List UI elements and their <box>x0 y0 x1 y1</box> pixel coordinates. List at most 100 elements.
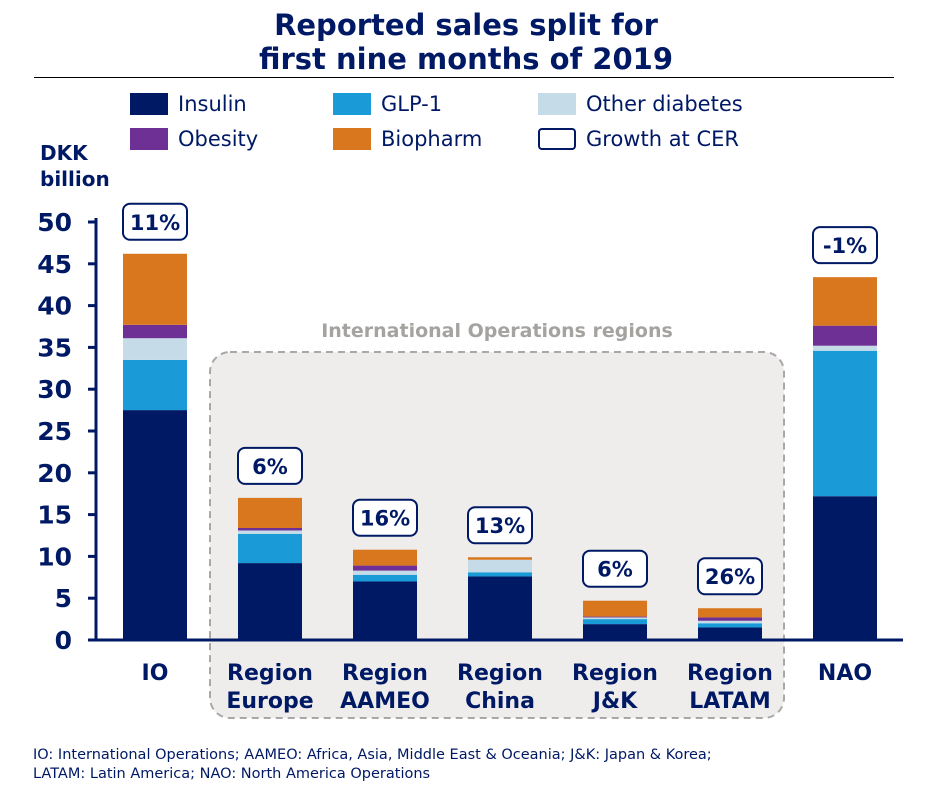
bar-segment-biopharm <box>353 549 417 566</box>
bar-segment-insulin <box>583 624 647 640</box>
bar-segment-obesity <box>353 565 417 571</box>
bar-segment-other-diabetes <box>123 338 187 360</box>
x-category-label: IO <box>142 661 169 686</box>
legend-swatch <box>130 128 168 150</box>
y-tick-label: 10 <box>37 542 72 571</box>
growth-badge <box>812 226 878 265</box>
growth-label: -1% <box>823 234 867 258</box>
bar-segment-insulin <box>238 563 302 640</box>
title-line-1: Reported sales split for <box>274 8 658 42</box>
y-tick-label: 35 <box>37 333 72 362</box>
x-category-label: Region <box>457 661 543 686</box>
growth-badge <box>467 506 533 545</box>
growth-label: 11% <box>130 211 180 235</box>
x-category-label: Region <box>342 661 428 686</box>
legend-swatch <box>538 128 576 150</box>
legend-label: Biopharm <box>381 127 483 151</box>
y-tick-label: 20 <box>37 459 72 488</box>
y-tick-label: 40 <box>37 292 72 321</box>
legend-item-glp-1: GLP-1 <box>333 92 442 116</box>
bar-segment-biopharm <box>238 497 302 528</box>
chart-title: Reported sales split for first nine mont… <box>0 8 932 76</box>
bar-segment-glp-1 <box>238 533 302 564</box>
y-tick-label: 25 <box>37 417 72 446</box>
x-category-label: Region <box>687 661 773 686</box>
bar-segment-glp-1 <box>813 350 877 497</box>
legend-label: GLP-1 <box>381 92 443 116</box>
growth-label: 26% <box>705 565 755 589</box>
legend-label: Obesity <box>178 127 259 151</box>
x-category-label: Region <box>227 661 313 686</box>
legend-swatch <box>333 93 371 115</box>
growth-label: 6% <box>597 558 633 582</box>
unit-line-2: billion <box>40 167 110 191</box>
y-axis-unit-label: DKK billion <box>40 140 110 192</box>
bar-segment-glp-1 <box>698 623 762 628</box>
chart-canvas: International Operations regions 0 5 10 15 20… <box>37 202 903 719</box>
bar-segment-obesity <box>813 325 877 346</box>
legend-label: Insulin <box>178 92 247 116</box>
bar-segment-other-diabetes <box>238 530 302 534</box>
bar-segment-other-diabetes <box>353 570 417 575</box>
x-category-label: J&K <box>591 689 638 714</box>
bar-segment-insulin <box>468 576 532 640</box>
legend-label: Growth at CER <box>586 127 739 151</box>
region-group-label: International Operations regions <box>321 320 673 342</box>
bar-segment-glp-1 <box>468 572 532 577</box>
title-divider <box>34 77 894 78</box>
y-tick-label: 30 <box>37 375 72 404</box>
title-line-2: first nine months of 2019 <box>258 42 673 76</box>
unit-line-1: DKK <box>40 141 88 165</box>
bar-segment-glp-1 <box>583 619 647 625</box>
bar-segment-other-diabetes <box>583 617 647 620</box>
bar-segment-insulin <box>353 581 417 640</box>
y-tick-label: 5 <box>55 584 72 613</box>
legend-item-growth-at-cer: Growth at CER <box>538 127 739 151</box>
footnote-line-2: LATAM: Latin America; NAO: North America… <box>33 766 431 782</box>
bar-segment-biopharm <box>698 608 762 618</box>
y-tick-label: 50 <box>37 208 72 237</box>
legend-swatch <box>333 128 371 150</box>
legend-item-insulin: Insulin <box>130 92 247 116</box>
bar-segment-biopharm <box>468 557 532 560</box>
bar-segment-obesity <box>123 324 187 339</box>
legend-item-other-diabetes: Other diabetes <box>538 92 743 116</box>
legend-label: Other diabetes <box>586 92 743 116</box>
growth-label: 16% <box>360 507 410 531</box>
bar-segment-insulin <box>698 627 762 640</box>
bar-segment-biopharm <box>583 600 647 617</box>
growth-badge <box>352 498 418 537</box>
bar-segment-insulin <box>123 410 187 640</box>
growth-badge <box>582 549 648 588</box>
legend-item-obesity: Obesity <box>130 127 258 151</box>
footnote-line-1: IO: International Operations; AAMEO: Afr… <box>33 747 712 763</box>
x-category-label: LATAM <box>689 689 771 714</box>
growth-badge <box>697 557 763 596</box>
growth-label: 6% <box>252 455 288 479</box>
y-tick-label: 0 <box>55 626 72 655</box>
bar-segment-insulin <box>813 496 877 640</box>
y-tick-label: 15 <box>37 501 72 530</box>
growth-badge <box>122 202 188 241</box>
legend-item-biopharm: Biopharm <box>333 127 482 151</box>
bar-segment-biopharm <box>123 253 187 325</box>
legend-swatch <box>130 93 168 115</box>
bar-segment-glp-1 <box>353 574 417 582</box>
bar-segment-glp-1 <box>123 359 187 411</box>
footnote: IO: International Operations; AAMEO: Afr… <box>33 746 913 784</box>
growth-label: 13% <box>475 514 525 538</box>
bar-segment-obesity <box>238 527 302 531</box>
bar-segment-obesity <box>698 617 762 621</box>
y-tick-label: 45 <box>37 250 72 279</box>
x-category-label: China <box>465 689 535 714</box>
bar-segment-other-diabetes <box>698 620 762 624</box>
x-category-label: NAO <box>818 661 872 686</box>
growth-badge <box>237 446 303 485</box>
legend-swatch <box>538 93 576 115</box>
bar-segment-other-diabetes <box>813 345 877 351</box>
x-category-label: Europe <box>226 689 313 714</box>
x-category-label: AAMEO <box>340 689 430 714</box>
bar-segment-other-diabetes <box>468 559 532 573</box>
bar-segment-biopharm <box>813 277 877 326</box>
x-category-label: Region <box>572 661 658 686</box>
